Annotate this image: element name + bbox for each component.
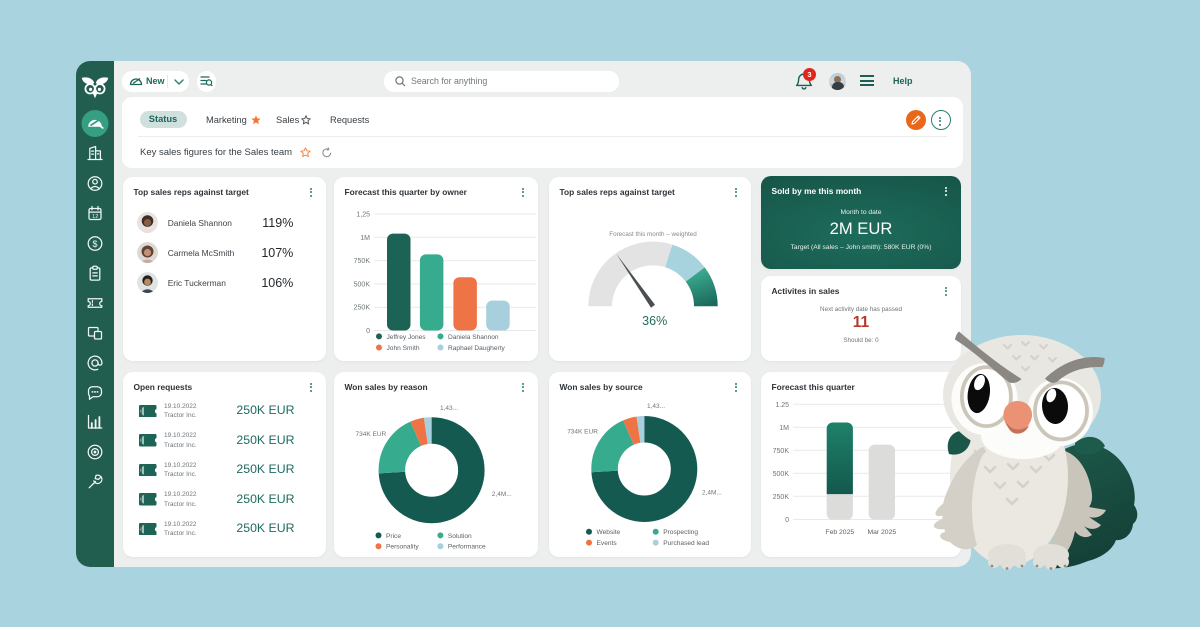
svg-text:250K: 250K bbox=[354, 305, 371, 312]
svg-text:Performance: Performance bbox=[448, 544, 486, 551]
svg-text:2,4M...: 2,4M... bbox=[702, 489, 722, 496]
svg-text:36%: 36% bbox=[642, 314, 667, 328]
svg-text:Prospecting: Prospecting bbox=[663, 529, 698, 536]
svg-text:Price: Price bbox=[386, 533, 401, 540]
svg-text:Solution: Solution bbox=[448, 533, 472, 540]
svg-text:2,4M...: 2,4M... bbox=[492, 491, 512, 498]
svg-text:1M: 1M bbox=[360, 235, 370, 242]
svg-text:1,43...: 1,43... bbox=[440, 405, 458, 412]
svg-text:0: 0 bbox=[785, 517, 789, 524]
svg-text:Feb 2025: Feb 2025 bbox=[825, 529, 854, 536]
svg-text:734K EUR: 734K EUR bbox=[567, 429, 598, 436]
svg-text:Mar 2025: Mar 2025 bbox=[867, 529, 896, 536]
svg-text:Jeffrey Jones: Jeffrey Jones bbox=[387, 334, 427, 341]
svg-text:Raphael Daugherty: Raphael Daugherty bbox=[448, 345, 506, 352]
svg-text:1,43...: 1,43... bbox=[647, 403, 665, 410]
svg-text:Daniela Shannon: Daniela Shannon bbox=[448, 334, 499, 341]
svg-text:1M: 1M bbox=[779, 425, 789, 432]
svg-text:John Smith: John Smith bbox=[387, 345, 420, 352]
svg-text:1,25: 1,25 bbox=[356, 212, 370, 219]
svg-text:Personality: Personality bbox=[386, 544, 419, 551]
svg-text:Forecast this month – weighted: Forecast this month – weighted bbox=[609, 231, 697, 238]
svg-text:Website: Website bbox=[597, 529, 621, 536]
svg-text:500K: 500K bbox=[773, 471, 790, 478]
svg-text:0: 0 bbox=[366, 328, 370, 335]
svg-text:Purchased lead: Purchased lead bbox=[663, 540, 709, 547]
svg-text:12: 12 bbox=[92, 214, 98, 220]
svg-text:500K: 500K bbox=[354, 281, 371, 288]
svg-text:250K: 250K bbox=[773, 494, 790, 501]
svg-text:750K: 750K bbox=[354, 258, 371, 265]
svg-text:Events: Events bbox=[597, 540, 618, 547]
svg-text:1.25: 1.25 bbox=[775, 402, 789, 409]
svg-text:750K: 750K bbox=[773, 448, 790, 455]
svg-text:734K EUR: 734K EUR bbox=[356, 431, 387, 438]
svg-text:$: $ bbox=[92, 239, 97, 249]
